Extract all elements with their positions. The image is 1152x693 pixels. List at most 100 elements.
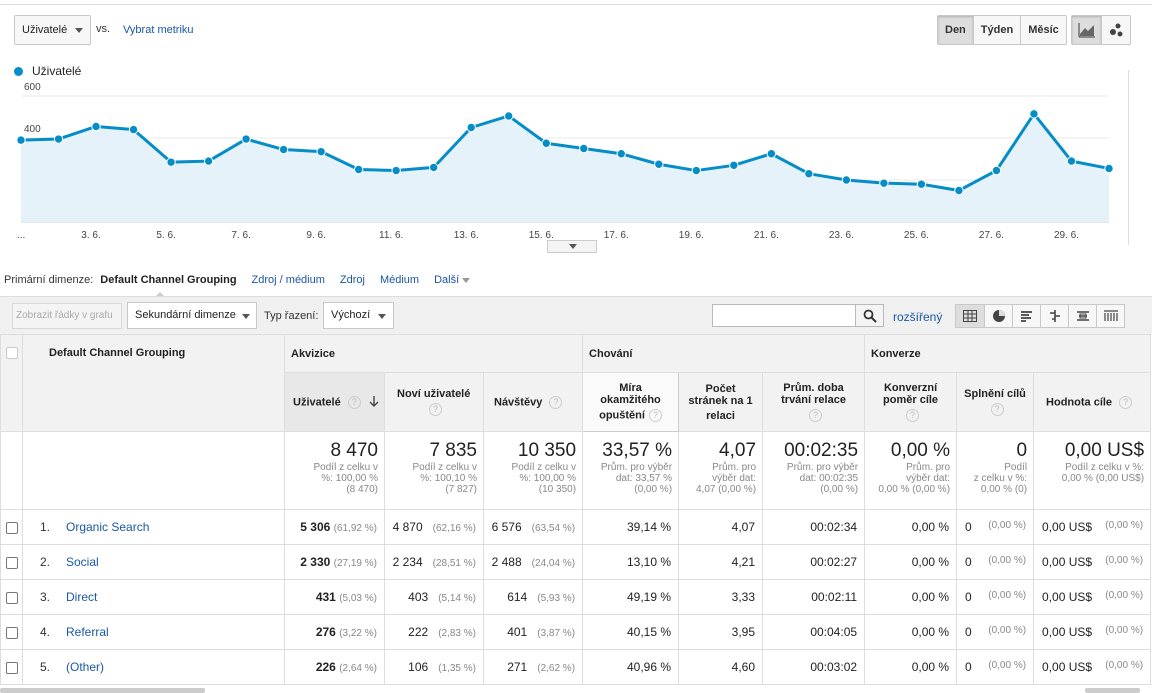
advanced-filter-link[interactable]: rozšířený xyxy=(893,310,943,324)
top-divider xyxy=(0,4,1152,5)
row-check-cell xyxy=(0,579,23,615)
help-icon[interactable]: ? xyxy=(549,395,563,409)
sort-type-dropdown[interactable]: Výchozí xyxy=(323,302,394,329)
row-dimension-link[interactable]: Direct xyxy=(66,590,98,604)
table-search-input[interactable] xyxy=(712,304,856,327)
row-sessions: 2 488 (24,04 %) xyxy=(482,544,584,580)
dimension-link-source[interactable]: Zdroj xyxy=(339,274,365,286)
data-point xyxy=(1066,156,1077,166)
chevron-down-icon xyxy=(75,28,83,33)
data-point xyxy=(691,165,702,176)
help-icon[interactable]: ? xyxy=(648,409,662,422)
data-point xyxy=(316,146,326,157)
column-header-bounce-rate[interactable]: Míra okamžitého opuštění? xyxy=(582,372,680,432)
row-dimension-link[interactable]: Referral xyxy=(66,625,109,639)
row-goal-value: 0,00 US$ (0,00 %) xyxy=(1033,614,1152,650)
group-header-acquisition: Akvizice xyxy=(283,334,584,373)
column-header-pages-per-session[interactable]: Počet stránek na 1 relaci xyxy=(678,372,764,432)
period-month-button[interactable]: Měsíc xyxy=(1020,16,1066,44)
column-header-new-users[interactable]: Noví uživatelé ? xyxy=(384,372,484,432)
row-dimension-link[interactable]: Social xyxy=(66,555,99,569)
row-checkbox[interactable] xyxy=(5,591,18,604)
view-term-cloud-button[interactable] xyxy=(1068,305,1096,327)
x-tick-label: 9. 6. xyxy=(306,230,325,241)
row-dimension: 5. (Other) xyxy=(22,649,285,685)
x-tick-label: 17. 6. xyxy=(604,230,629,241)
row-checkbox[interactable] xyxy=(5,626,18,639)
column-header-conv-label: Konverzní xyxy=(883,382,938,394)
y-tick-label: 400 xyxy=(24,124,41,135)
row-goal-value: 0,00 US$ (0,00 %) xyxy=(1033,544,1152,580)
view-data-button[interactable] xyxy=(956,305,984,327)
row-checkbox[interactable] xyxy=(5,521,18,534)
dimension-column-header[interactable]: Default Channel Grouping xyxy=(22,334,285,432)
row-conversion-rate: 0,00 % xyxy=(864,509,958,545)
row-avg-duration: 00:02:34 xyxy=(762,509,866,545)
horizontal-scrollbar-end[interactable] xyxy=(1085,688,1140,693)
select-all-checkbox[interactable] xyxy=(5,347,18,360)
view-pivot-button[interactable] xyxy=(1096,305,1124,327)
period-week-button[interactable]: Týden xyxy=(972,16,1020,44)
dimension-more-dropdown[interactable]: Další xyxy=(434,274,471,286)
help-icon[interactable]: ? xyxy=(347,395,361,409)
collapse-chart-toggle[interactable] xyxy=(547,240,597,253)
row-dimension-link[interactable]: Organic Search xyxy=(66,520,150,534)
row-checkbox[interactable] xyxy=(5,556,18,569)
total-goal-value: 0,00 US$ Podíl z celku v %: 0,00 % (0,00 U… xyxy=(1033,431,1152,510)
column-header-sessions[interactable]: Návštěvy ? xyxy=(482,372,584,432)
pick-metric-link[interactable]: Vybrat metriku xyxy=(123,24,194,36)
help-icon[interactable]: ? xyxy=(809,409,823,422)
view-percentage-button[interactable] xyxy=(984,305,1012,327)
bar-list-icon xyxy=(1020,311,1032,322)
row-goal-value: 0,00 US$ (0,00 %) xyxy=(1033,579,1152,615)
plot-rows-button[interactable]: Zobrazit řádky v grafu xyxy=(12,303,122,329)
row-dimension-link[interactable]: (Other) xyxy=(66,660,105,674)
dimension-link-medium[interactable]: Médium xyxy=(379,274,420,286)
metric-dropdown[interactable]: Uživatelé xyxy=(14,15,91,45)
legend-label: Uživatelé xyxy=(32,64,82,78)
row-new-users: 403 (5,14 %) xyxy=(384,579,484,615)
help-icon[interactable]: ? xyxy=(429,403,442,416)
data-point xyxy=(541,138,551,148)
data-point xyxy=(91,121,101,132)
line-chart-icon xyxy=(1077,23,1095,38)
row-dimension: 2. Social xyxy=(22,544,285,580)
help-icon[interactable]: ? xyxy=(990,403,1004,416)
search-button[interactable] xyxy=(855,304,884,327)
help-icon[interactable]: ? xyxy=(906,409,920,422)
row-bounce-rate: 49,19 % xyxy=(582,579,680,615)
data-point xyxy=(466,122,476,133)
data-point xyxy=(879,178,889,188)
row-index: 5. xyxy=(40,660,51,674)
totals-check-cell xyxy=(0,431,23,510)
row-users: 226 (2,64 %) xyxy=(284,649,385,685)
motion-chart-button[interactable] xyxy=(1101,16,1130,44)
column-header-goal-completions[interactable]: Splnění cílů ? xyxy=(956,372,1035,432)
row-pages-per-session: 4,60 xyxy=(678,649,764,685)
data-point xyxy=(616,149,626,159)
row-bounce-rate: 39,14 % xyxy=(582,509,680,545)
line-chart-button[interactable] xyxy=(1072,16,1101,44)
y-tick-label: 600 xyxy=(24,82,41,93)
column-header-users[interactable]: Uživatelé ? xyxy=(284,372,385,432)
row-goal-completions: 0 (0,00 %) xyxy=(956,614,1035,650)
column-header-goal-value[interactable]: Hodnota cíle ? xyxy=(1033,372,1152,432)
period-day-button[interactable]: Den xyxy=(938,16,973,44)
column-header-conversion-rate[interactable]: Konverzní poměr cíle ? xyxy=(864,372,958,432)
vs-label: vs. xyxy=(96,23,111,35)
table-body: 1. Organic Search 5 306 (61,92 %) 4 870 (62… xyxy=(0,509,1152,685)
x-tick-label: 7. 6. xyxy=(231,230,250,241)
view-comparison-button[interactable] xyxy=(1040,305,1068,327)
primary-dimension-label: Primární dimenze: xyxy=(4,274,94,286)
column-header-avg-duration[interactable]: Prům. doba trvání relace ? xyxy=(762,372,866,432)
row-checkbox[interactable] xyxy=(5,661,18,674)
view-performance-button[interactable] xyxy=(1012,305,1040,327)
dimension-link-source-medium[interactable]: Zdroj / médium xyxy=(251,274,325,286)
help-icon[interactable]: ? xyxy=(1119,395,1133,409)
total-users: 8 470 Podíl z celku v%: 100,00 % (8 470) xyxy=(284,431,385,510)
row-avg-duration: 00:02:11 xyxy=(762,579,866,615)
horizontal-scrollbar[interactable] xyxy=(0,688,205,693)
x-tick-label: 11. 6. xyxy=(379,230,403,241)
secondary-dimension-dropdown[interactable]: Sekundární dimenze xyxy=(127,302,257,329)
chevron-down-icon xyxy=(242,314,250,319)
